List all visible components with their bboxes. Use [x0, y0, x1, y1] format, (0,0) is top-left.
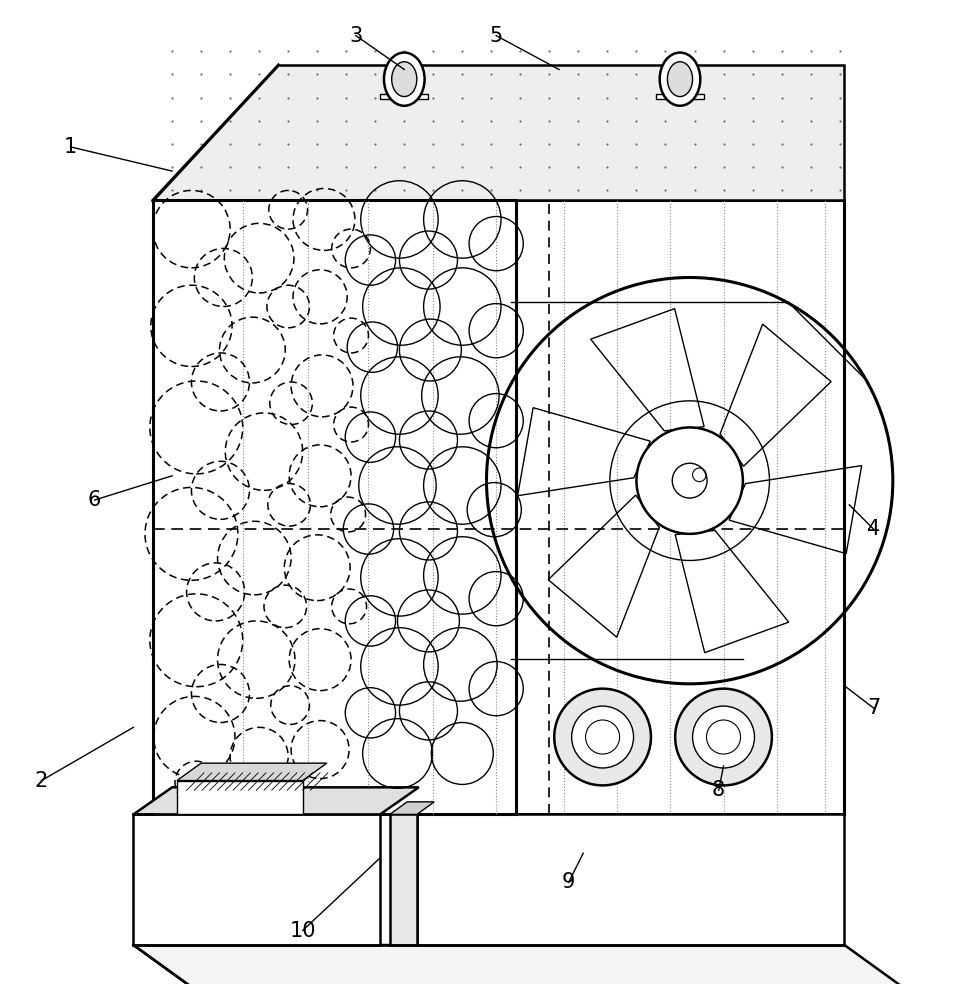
Polygon shape [516, 200, 845, 814]
Text: 3: 3 [349, 26, 363, 46]
Circle shape [672, 463, 707, 498]
Ellipse shape [660, 53, 701, 106]
Text: 10: 10 [289, 921, 316, 941]
Circle shape [675, 689, 772, 785]
Polygon shape [380, 94, 428, 99]
Text: 5: 5 [489, 26, 503, 46]
Text: 1: 1 [64, 137, 77, 157]
Circle shape [636, 427, 742, 534]
Polygon shape [390, 802, 434, 814]
Polygon shape [133, 945, 931, 1000]
Polygon shape [133, 814, 380, 945]
Polygon shape [656, 94, 704, 99]
Text: 2: 2 [35, 771, 48, 791]
Circle shape [571, 706, 633, 768]
Ellipse shape [384, 53, 424, 106]
Ellipse shape [667, 62, 693, 97]
Circle shape [693, 706, 754, 768]
Polygon shape [153, 200, 516, 814]
Polygon shape [390, 814, 416, 945]
Text: 9: 9 [562, 872, 575, 892]
Text: 4: 4 [867, 519, 881, 539]
Ellipse shape [392, 62, 416, 97]
Text: 8: 8 [712, 780, 725, 800]
Polygon shape [177, 781, 303, 814]
Circle shape [555, 689, 651, 785]
Text: 6: 6 [88, 490, 101, 510]
Polygon shape [133, 787, 418, 814]
Polygon shape [153, 65, 845, 200]
Text: 7: 7 [867, 698, 881, 718]
Polygon shape [416, 814, 845, 945]
Polygon shape [177, 763, 327, 781]
